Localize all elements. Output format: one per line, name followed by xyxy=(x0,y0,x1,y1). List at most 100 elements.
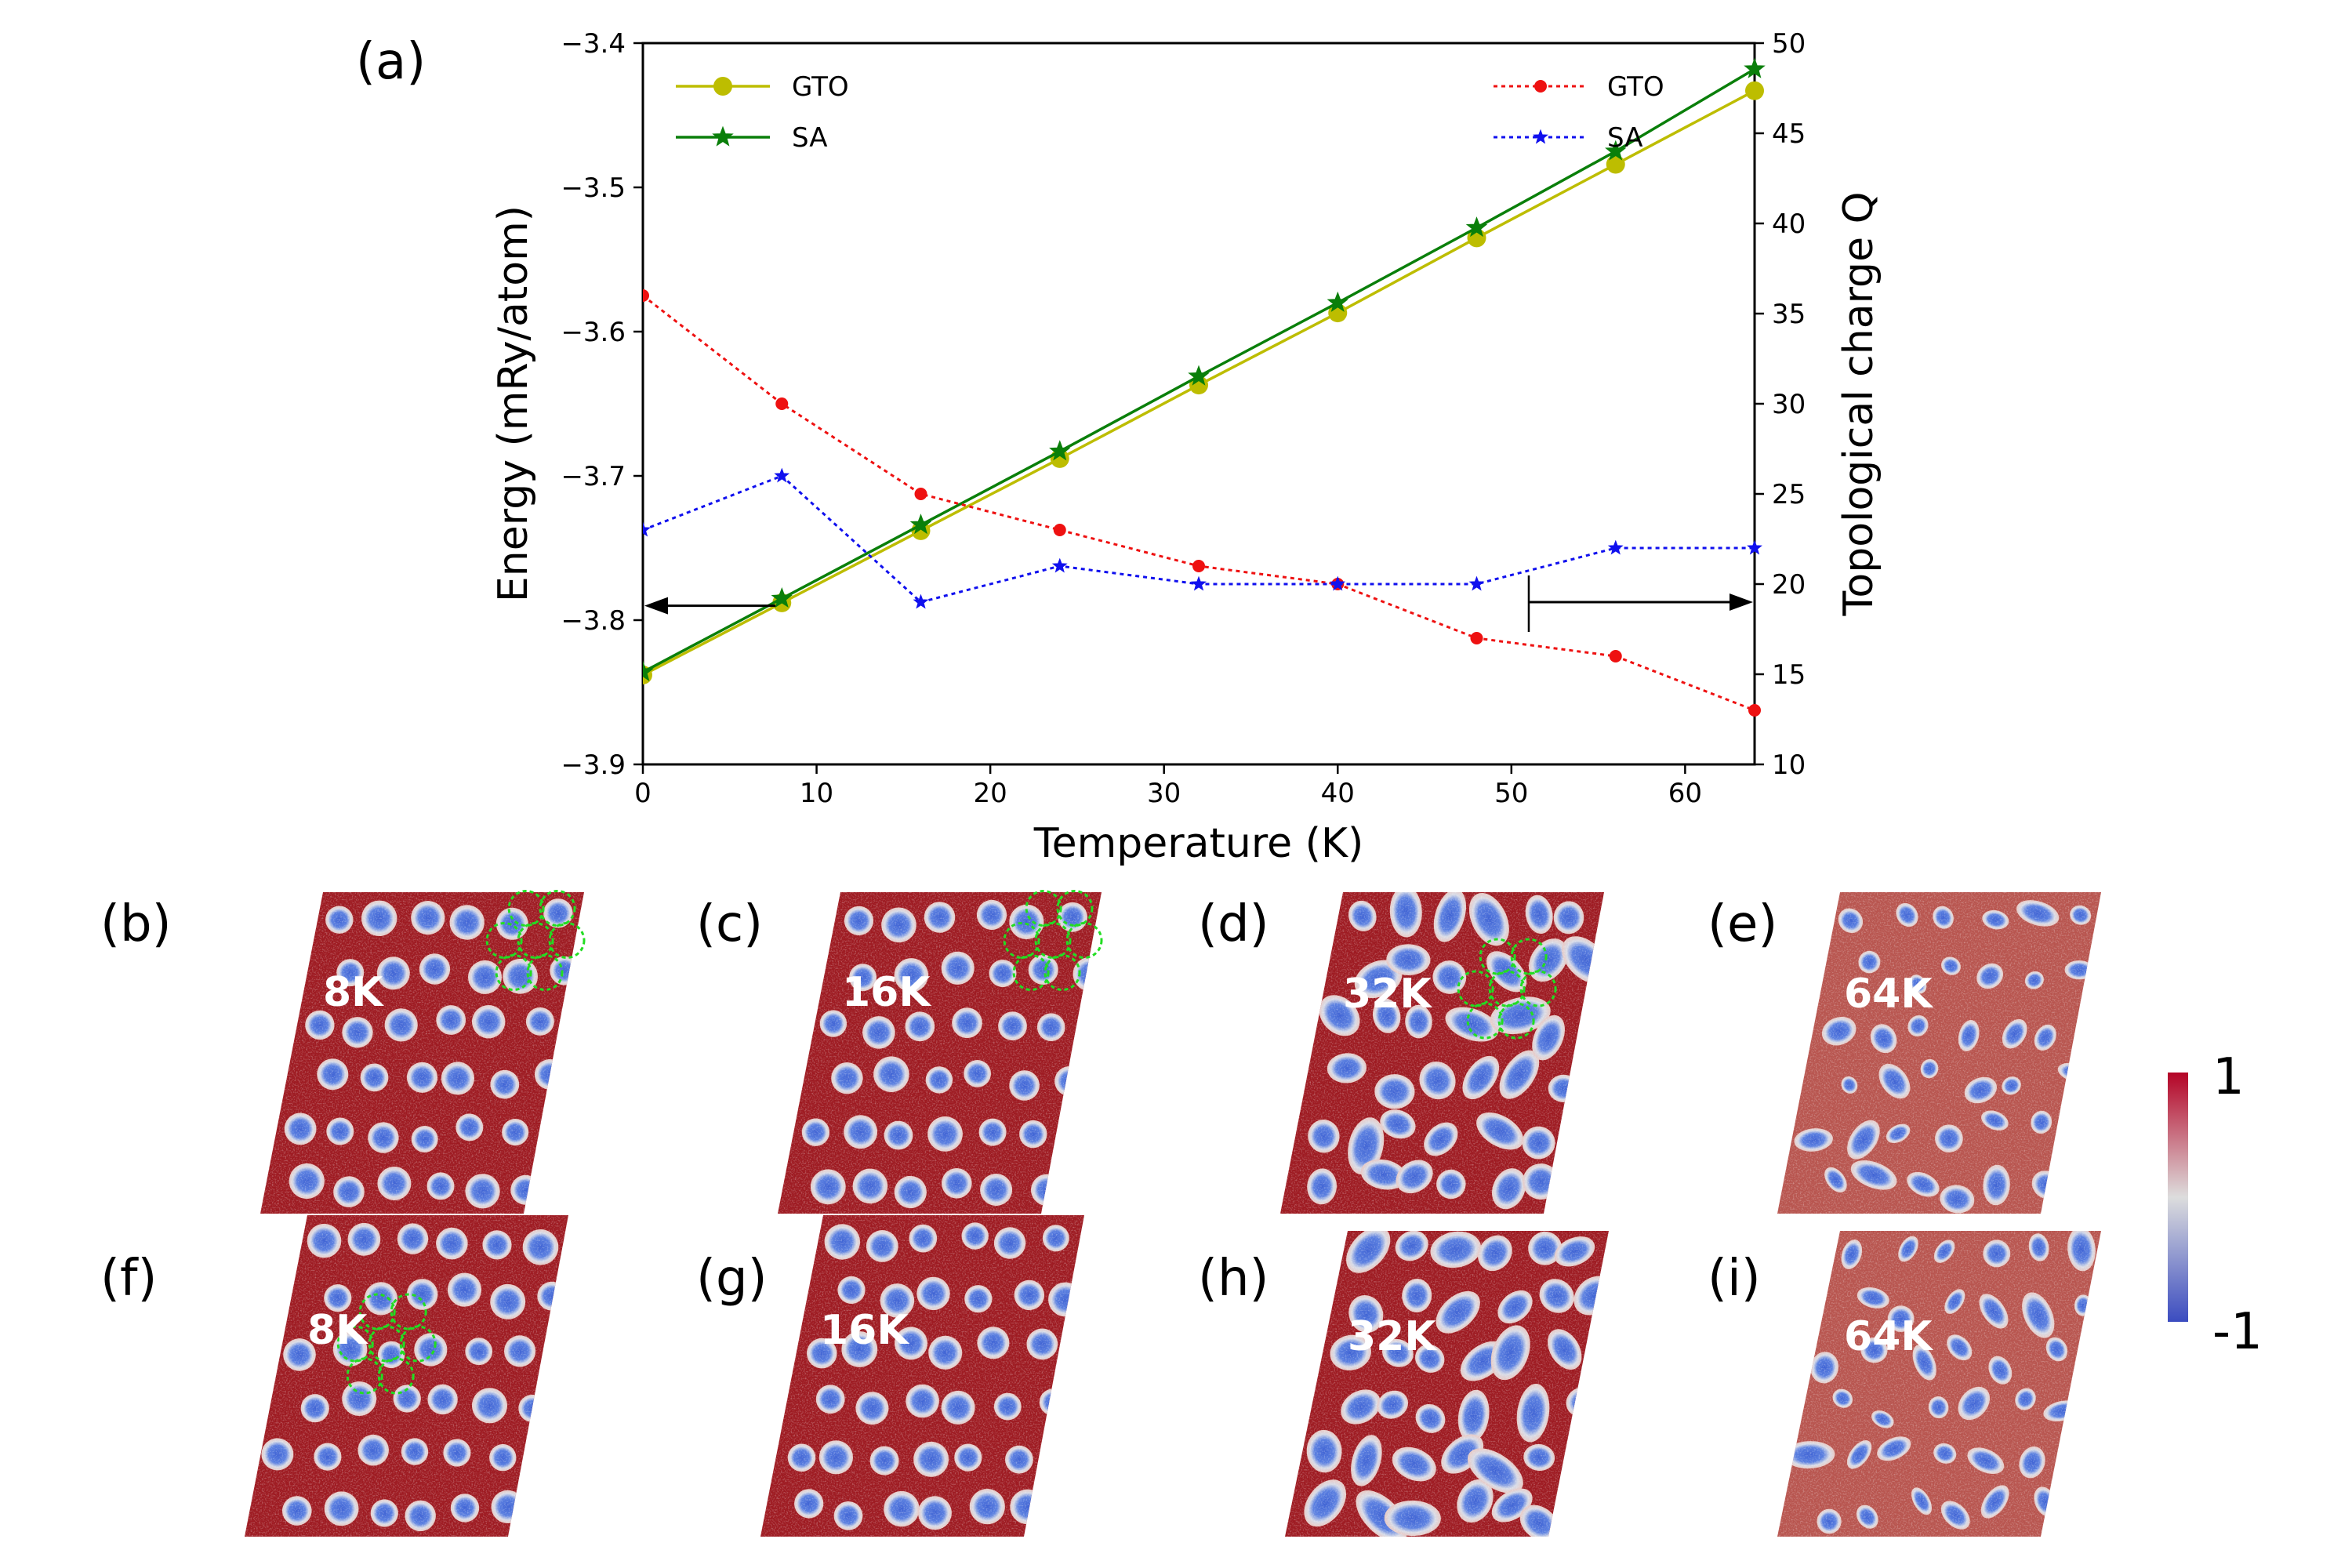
skyrmion-highlight xyxy=(1025,890,1062,927)
spin-lattice-content xyxy=(778,892,1102,1214)
y-axis-right-label: Topological charge Q xyxy=(1835,191,1882,616)
legend-right-marker xyxy=(1534,80,1547,93)
y-left-tick-label: −3.8 xyxy=(561,605,626,637)
marker-sa-left xyxy=(771,586,793,608)
skyrmion-highlight xyxy=(390,1293,427,1330)
skyrmion-highlight xyxy=(1044,954,1081,991)
spin-texture-panels: (b) 8K (c) 16K (d) 32K (e) 64K (f) 8K (g) 16K (h) 32K… xyxy=(100,890,2101,1537)
y-right-tick-label: 50 xyxy=(1772,28,1806,60)
skyrmion-highlight xyxy=(1003,922,1040,959)
skyrmion-highlight xyxy=(1497,1002,1535,1040)
marker-gto-right xyxy=(1053,524,1066,536)
colorbar: 1 -1 xyxy=(2168,1048,2263,1361)
y-axis-left: −3.4 −3.5 −3.6 −3.7 −3.8 −3.9 xyxy=(561,28,643,781)
legend-right: GTO SA xyxy=(1494,71,1664,154)
spin-panel-temperature: 8K xyxy=(307,1307,368,1354)
legend-left-label: GTO xyxy=(792,71,849,103)
skyrmion-highlight xyxy=(1510,938,1548,975)
skyrmion-highlight xyxy=(526,954,564,991)
spin-panel-label: (i) xyxy=(1708,1250,1761,1308)
marker-gto-right xyxy=(1470,632,1483,644)
thermal-noise xyxy=(1777,1231,2101,1537)
colorbar-max-label: 1 xyxy=(2212,1048,2245,1106)
y-axis-left-label: Energy (mRy/atom) xyxy=(490,205,537,602)
arrow-left-head xyxy=(644,597,668,615)
y-right-tick-label: 40 xyxy=(1772,209,1806,240)
spin-panel-temperature: 64K xyxy=(1844,1313,1933,1360)
spin-panel-label: (d) xyxy=(1198,895,1269,953)
marker-sa-right xyxy=(1051,557,1068,573)
y-right-tick-label: 30 xyxy=(1772,389,1806,420)
skyrmion-highlight xyxy=(1457,970,1494,1007)
skyrmion-highlight xyxy=(1034,922,1072,959)
y-right-tick-label: 35 xyxy=(1772,299,1806,330)
y-right-tick-label: 20 xyxy=(1772,569,1806,601)
skyrmion-highlight xyxy=(517,922,554,959)
skyrmion-highlight xyxy=(485,922,523,959)
y-left-tick-label: −3.4 xyxy=(561,28,626,60)
x-tick-label: 0 xyxy=(634,778,652,809)
x-tick-label: 40 xyxy=(1321,778,1355,809)
skyrmion-highlight xyxy=(358,1293,396,1330)
skyrmion-highlight xyxy=(368,1325,405,1363)
marker-sa-right xyxy=(1607,539,1624,555)
spin-panel-label: (e) xyxy=(1708,895,1777,953)
marker-sa-right xyxy=(774,467,790,483)
series-layer xyxy=(643,57,1766,717)
legend-left-marker xyxy=(713,77,732,96)
axis-arrows xyxy=(644,575,1753,632)
arrow-right-head xyxy=(1730,593,1753,611)
chart-panel-a: (a) 0 10 20 30 40 50 60 −3.4−3.5−3.6−3.7−3.8−3… xyxy=(356,28,1882,867)
marker-gto-right xyxy=(775,397,789,410)
skyrmion-highlight xyxy=(346,1357,383,1395)
skyrmion-highlight xyxy=(539,890,576,927)
marker-sa-right xyxy=(1191,575,1207,591)
skyrmion-highlight xyxy=(399,1325,437,1363)
marker-gto-right xyxy=(914,488,927,500)
spin-panel-temperature: 32K xyxy=(1348,1313,1437,1360)
spin-lattice-content xyxy=(260,892,584,1214)
marker-sa-left xyxy=(1327,291,1348,312)
spin-lattice-content xyxy=(1777,1231,2101,1537)
x-tick-label: 60 xyxy=(1668,778,1702,809)
legend-left-label: SA xyxy=(792,122,827,154)
panel-label-a: (a) xyxy=(356,33,426,91)
marker-sa-left xyxy=(1605,140,1627,161)
marker-sa-left xyxy=(1188,365,1210,386)
spin-panel-label: (b) xyxy=(100,895,172,953)
spin-panel-temperature: 8K xyxy=(323,969,384,1016)
x-tick-label: 50 xyxy=(1494,778,1528,809)
skyrmion-highlight xyxy=(1065,922,1103,959)
marker-sa-right xyxy=(1747,539,1762,555)
y-axis-right: 50 45 40 35 30 25 20 15 10 xyxy=(1755,28,1806,781)
spin-panel-label: (g) xyxy=(696,1250,768,1308)
x-axis: 0 10 20 30 40 50 60 xyxy=(634,764,1702,809)
marker-sa-left xyxy=(909,514,932,535)
colorbar-min-label: -1 xyxy=(2212,1303,2263,1361)
marker-sa-right xyxy=(913,593,929,609)
legend-right-marker sa-right xyxy=(1533,129,1548,144)
spin-panel: (e) 64K xyxy=(1708,892,2101,1214)
x-tick-label: 10 xyxy=(800,778,833,809)
spin-panel-label: (c) xyxy=(696,895,763,953)
spin-lattice-content xyxy=(1280,892,1604,1214)
spin-panel: (g) 16K xyxy=(696,1215,1084,1537)
skyrmion-highlight xyxy=(1488,970,1526,1007)
marker-gto-right xyxy=(1748,704,1761,717)
skyrmion-highlight xyxy=(548,922,586,959)
y-right-tick-label: 10 xyxy=(1772,750,1806,781)
legend-right-label: SA xyxy=(1607,122,1642,154)
thermal-noise xyxy=(245,1215,568,1537)
colorbar-gradient xyxy=(2168,1073,2188,1322)
spin-panel: (h) 32K xyxy=(1198,1231,1609,1537)
spin-panel-label: (h) xyxy=(1198,1250,1269,1308)
y-left-tick-label: −3.7 xyxy=(561,461,626,492)
marker-sa-left xyxy=(643,660,654,681)
skyrmion-highlight xyxy=(1056,890,1094,927)
spin-panel: (f) 8K xyxy=(100,1215,568,1537)
series-clipped xyxy=(643,57,1766,717)
series-line-gto-right xyxy=(643,294,1755,712)
marker-sa-left xyxy=(1049,440,1071,461)
skyrmion-highlight xyxy=(1519,970,1557,1007)
